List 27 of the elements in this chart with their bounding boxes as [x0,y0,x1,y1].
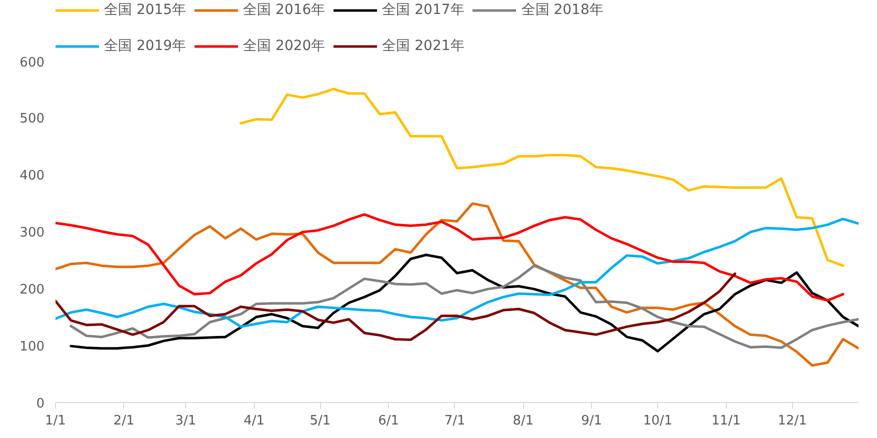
line-series [240,88,844,267]
x-tick-label: 10/1 [643,414,672,428]
x-tick-label: 4/1 [244,414,265,428]
x-tick-label: 3/1 [175,414,196,428]
x-tick-label: 6/1 [378,414,400,428]
x-tick-label: 8/1 [512,414,534,428]
legend-label: 全国 2016年 [243,1,326,19]
legend-label: 全国 2015年 [104,1,186,19]
legend-label: 全国 2020年 [243,37,326,55]
y-tick-label: 200 [20,282,45,298]
x-tick-label: 5/1 [310,414,331,428]
y-tick-label: 600 [20,56,45,70]
legend-label: 全国 2019年 [104,37,186,55]
legend-label: 全国 2021年 [382,37,464,55]
legend-label: 全国 2018年 [521,1,604,19]
x-tick-label: 11/1 [712,414,741,428]
y-tick-label: 300 [20,226,45,240]
y-tick-label: 500 [20,112,45,126]
x-tick-label: 1/1 [45,414,66,428]
y-tick-label: 0 [36,396,45,412]
y-tick-label: 100 [20,340,45,354]
x-tick-label: 12/1 [778,414,807,428]
legend-label: 全国 2017年 [382,1,464,19]
x-tick-label: 2/1 [113,414,134,428]
y-tick-label: 400 [20,168,45,184]
x-tick-label: 7/1 [444,414,466,428]
x-tick-label: 9/1 [581,414,602,428]
